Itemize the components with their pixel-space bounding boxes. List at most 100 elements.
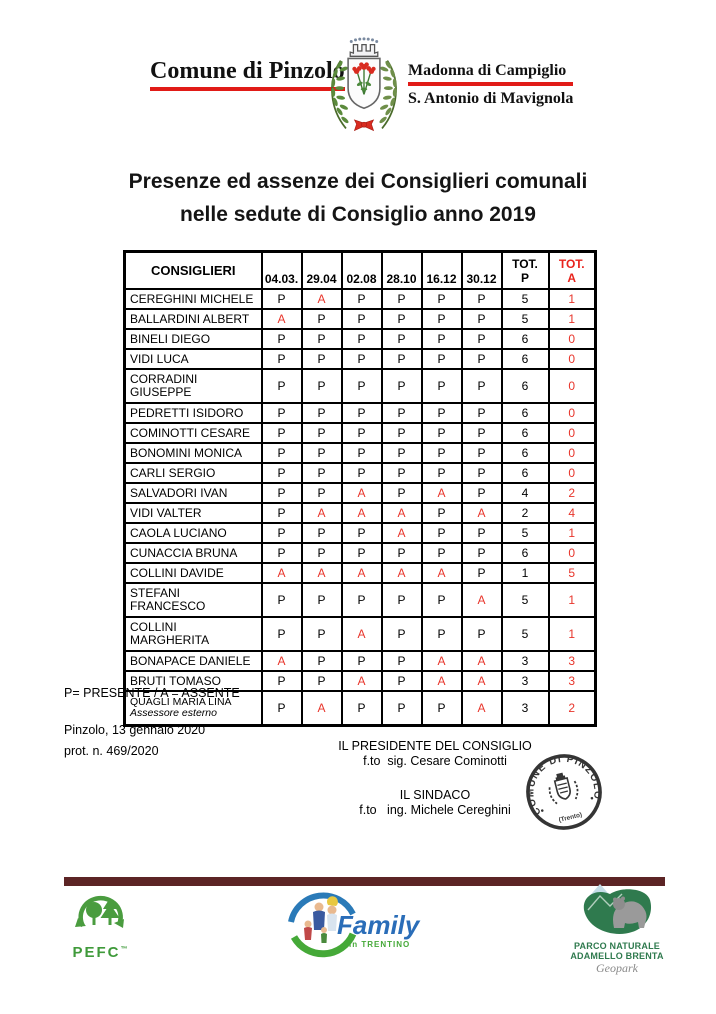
attendance-cell: A [420, 562, 463, 584]
attendance-cell: A [340, 482, 383, 504]
attendance-cell: P [380, 462, 423, 484]
attendance-cell: P [460, 328, 503, 350]
attendance-cell: P [260, 670, 303, 692]
attendance-cell: P [380, 690, 423, 727]
attendance-cell: P [260, 616, 303, 652]
locality-2: S. Antonio di Mavignola [408, 90, 574, 107]
total-absent-cell: 0 [547, 328, 597, 350]
attendance-cell: P [300, 402, 343, 424]
total-absent-cell: 2 [547, 482, 597, 504]
attendance-cell: P [460, 348, 503, 370]
attendance-cell: P [260, 502, 303, 524]
total-absent-cell: 1 [547, 288, 597, 310]
attendance-cell: P [420, 690, 463, 727]
attendance-cell: P [260, 442, 303, 464]
attendance-cell: P [300, 670, 343, 692]
attendance-cell: A [460, 650, 503, 672]
attendance-cell: P [460, 616, 503, 652]
coat-of-arms-icon [331, 37, 397, 132]
attendance-cell: P [300, 582, 343, 618]
attendance-cell: P [380, 442, 423, 464]
header-date-6: 30.12 [460, 250, 503, 290]
total-present-cell: 3 [500, 650, 550, 672]
attendance-cell: A [420, 482, 463, 504]
total-present-cell: 5 [500, 522, 550, 544]
total-present-cell: 6 [500, 462, 550, 484]
page-title: Presenze ed assenze dei Consiglieri comu… [0, 165, 716, 231]
attendance-cell: P [260, 348, 303, 370]
attendance-cell: P [340, 328, 383, 350]
councillor-name: CUNACCIA BRUNA [123, 542, 263, 564]
header-date-3: 02.08 [340, 250, 383, 290]
table-row: COLLINI MARGHERITA P P A P P P 5 1 [123, 616, 597, 652]
attendance-cell: P [340, 542, 383, 564]
total-present-cell: 1 [500, 562, 550, 584]
family-sublabel: in TRENTINO [349, 940, 411, 949]
pefc-trees-icon [75, 895, 124, 928]
locality-1: Madonna di Campiglio [408, 62, 574, 86]
total-present-cell: 6 [500, 422, 550, 444]
total-absent-cell: 0 [547, 402, 597, 424]
attendance-cell: P [340, 368, 383, 404]
total-absent-cell: 3 [547, 650, 597, 672]
attendance-cell: A [460, 670, 503, 692]
councillor-name: COLLINI DAVIDE [123, 562, 263, 584]
total-absent-cell: 0 [547, 542, 597, 564]
attendance-cell: P [420, 462, 463, 484]
family-emblem-icon [288, 892, 357, 960]
protocol-number: prot. n. 469/2020 [64, 744, 159, 758]
total-absent-cell: 0 [547, 442, 597, 464]
attendance-cell: P [420, 582, 463, 618]
attendance-cell: A [340, 670, 383, 692]
attendance-cell: P [380, 308, 423, 330]
pefc-label: PEFC™ [66, 943, 136, 960]
attendance-cell: A [460, 582, 503, 618]
attendance-cell: P [460, 402, 503, 424]
attendance-cell: P [380, 422, 423, 444]
total-absent-cell: 3 [547, 670, 597, 692]
attendance-cell: P [380, 482, 423, 504]
attendance-cell: P [300, 462, 343, 484]
attendance-cell: A [300, 690, 343, 727]
attendance-cell: P [460, 562, 503, 584]
attendance-cell: P [340, 442, 383, 464]
attendance-cell: P [420, 368, 463, 404]
locality-1-text: Madonna di Campiglio [408, 62, 567, 79]
attendance-cell: P [420, 442, 463, 464]
attendance-cell: A [460, 690, 503, 727]
councillor-name: QUAGLI MARIA LINA Assessore esterno [123, 690, 263, 727]
table-row: PEDRETTI ISIDORO P P P P P P 6 0 [123, 402, 597, 424]
attendance-cell: P [260, 328, 303, 350]
attendance-cell: P [340, 462, 383, 484]
red-underline [150, 87, 345, 91]
attendance-cell: P [300, 482, 343, 504]
table-row: CEREGHINI MICHELE P A P P P P 5 1 [123, 288, 597, 310]
total-absent-cell: 1 [547, 616, 597, 652]
attendance-cell: P [460, 368, 503, 404]
header-total-absent: TOT. A [547, 250, 597, 290]
total-present-cell: 5 [500, 308, 550, 330]
table-row: BALLARDINI ALBERT A P P P P P 5 1 [123, 308, 597, 330]
attendance-cell: P [260, 368, 303, 404]
municipality-title-text: Comune di Pinzolo [150, 58, 345, 84]
place-date: Pinzolo, 13 gennaio 2020 [64, 723, 206, 737]
councillor-name: COLLINI MARGHERITA [123, 616, 263, 652]
total-present-cell: 6 [500, 328, 550, 350]
attendance-cell: A [380, 502, 423, 524]
parco-logo: PARCO NATURALE ADAMELLO BRENTA Geopark [567, 884, 667, 976]
total-present-cell: 6 [500, 368, 550, 404]
total-present-cell: 6 [500, 542, 550, 564]
legend: P= PRESENTE / A = ASSENTE [64, 686, 240, 700]
table-row: BINELI DIEGO P P P P P P 6 0 [123, 328, 597, 350]
councillor-name: BONOMINI MONICA [123, 442, 263, 464]
attendance-cell: P [260, 422, 303, 444]
attendance-cell: A [260, 562, 303, 584]
attendance-cell: A [340, 502, 383, 524]
attendance-cell: P [420, 522, 463, 544]
councillor-name: BINELI DIEGO [123, 328, 263, 350]
stamp-bottom-text: (Trento) [558, 811, 583, 824]
attendance-cell: P [260, 542, 303, 564]
councillor-name: CEREGHINI MICHELE [123, 288, 263, 310]
attendance-cell: P [300, 542, 343, 564]
attendance-cell: P [420, 616, 463, 652]
